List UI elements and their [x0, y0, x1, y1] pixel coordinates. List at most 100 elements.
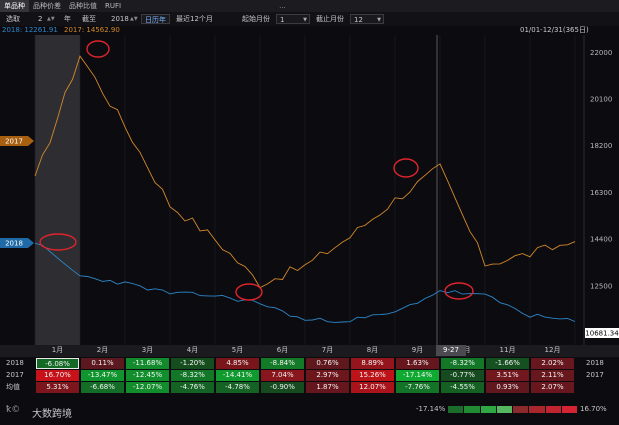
annotation-circle: [39, 233, 77, 251]
brand-name: 大数跨境: [32, 409, 72, 420]
end-month-select[interactable]: 12 ▼: [350, 14, 384, 24]
return-cell[interactable]: -8.32%: [171, 370, 214, 381]
return-cell[interactable]: 7.04%: [261, 370, 304, 381]
return-cell[interactable]: -6.08%: [36, 358, 79, 369]
scale-swatch: [448, 406, 464, 413]
y-tick-label: 14400: [590, 236, 612, 244]
series-2018-line: [34, 242, 576, 323]
return-cell[interactable]: 2.02%: [531, 358, 574, 369]
return-cell[interactable]: -8.84%: [261, 358, 304, 369]
last-value-label: 10681.34: [585, 330, 619, 338]
year-value-stepper[interactable]: 2018: [111, 15, 129, 23]
return-cell[interactable]: 2.97%: [306, 370, 349, 381]
year-stepper-arrows-icon[interactable]: ▲▼: [130, 16, 138, 22]
annotation-circle: [444, 282, 474, 300]
annotation-circle: [86, 40, 110, 58]
month-header-cell: 9月: [411, 346, 424, 354]
return-cell[interactable]: -4.76%: [171, 382, 214, 393]
series-tag-2018: 2018: [0, 238, 34, 248]
return-cell[interactable]: 16.70%: [36, 370, 79, 381]
scale-max-label: 16.70%: [580, 405, 607, 413]
row-label-right: 2018: [586, 359, 604, 367]
chart-background: [0, 35, 619, 345]
start-month-label: 起始月份: [242, 15, 270, 23]
return-cell[interactable]: -4.55%: [441, 382, 484, 393]
month-header-cell: 12月: [544, 346, 561, 354]
return-cell[interactable]: -1.20%: [171, 358, 214, 369]
return-cell[interactable]: 0.11%: [81, 358, 124, 369]
color-scale-bar: [448, 406, 578, 413]
month-header-cell: 6月: [276, 346, 289, 354]
month-header-cell: 1月: [51, 346, 64, 354]
return-cell[interactable]: -7.76%: [396, 382, 439, 393]
tab-variety-spread[interactable]: 品种价差: [33, 2, 61, 10]
return-cell[interactable]: 3.51%: [486, 370, 529, 381]
return-cell[interactable]: 4.85%: [216, 358, 259, 369]
month-header-cell: 3月: [141, 346, 154, 354]
return-cell[interactable]: 2.11%: [531, 370, 574, 381]
return-cell[interactable]: -17.14%: [396, 370, 439, 381]
return-cell[interactable]: -1.66%: [486, 358, 529, 369]
row-label: 2017: [6, 371, 24, 379]
return-cell[interactable]: 0.93%: [486, 382, 529, 393]
tab-rufi[interactable]: RUFI: [105, 2, 122, 10]
scale-swatch: [464, 406, 480, 413]
return-cell[interactable]: -0.77%: [441, 370, 484, 381]
return-cell[interactable]: -0.90%: [261, 382, 304, 393]
return-cell[interactable]: 8.89%: [351, 358, 394, 369]
month-header-cell: 5月: [231, 346, 244, 354]
footer: ꝁ© 大数跨境 -17.14% 16.70%: [0, 400, 619, 425]
return-cell[interactable]: -12.07%: [126, 382, 169, 393]
y-tick-label: 22000: [590, 49, 612, 57]
tab-more-button[interactable]: ...: [279, 2, 286, 10]
scale-swatch: [480, 406, 496, 413]
chevron-down-icon: ▼: [303, 17, 307, 23]
last-12-months-button[interactable]: 最近12个月: [176, 15, 213, 23]
month-header-cell: 2月: [96, 346, 109, 354]
stepper-arrows-icon[interactable]: ▲▼: [47, 16, 55, 22]
series-tag-2017-label: 2017: [5, 138, 23, 146]
table-row: 2018 -6.08% 0.11% -11.68% -1.20% 4.85% -8.84% 0…: [0, 358, 619, 370]
calendar-year-button[interactable]: 日历年: [141, 14, 170, 24]
legend-2018: 2018: 12261.91: [2, 26, 58, 34]
y-axis-ticks: 22000 20100 18200 16300 14400 12500: [590, 49, 612, 291]
annotation-circles: [39, 40, 474, 301]
month-header-cell: 11月: [499, 346, 516, 354]
month-highlight: [35, 35, 80, 345]
scale-swatch: [513, 406, 529, 413]
end-month-label: 截止月份: [316, 15, 344, 23]
row-label: 均值: [6, 383, 20, 391]
return-cell[interactable]: -8.32%: [441, 358, 484, 369]
return-cell[interactable]: -14.41%: [216, 370, 259, 381]
tab-single-variety[interactable]: 单品种: [0, 0, 29, 12]
return-cell[interactable]: 12.07%: [351, 382, 394, 393]
return-cell[interactable]: 2.07%: [531, 382, 574, 393]
cursor-date-badge: 9-27: [436, 345, 466, 356]
tab-bar: 单品种 品种价差 品种比值 RUFI ...: [0, 0, 619, 12]
return-cell[interactable]: 1.63%: [396, 358, 439, 369]
return-cell[interactable]: -11.68%: [126, 358, 169, 369]
return-cell[interactable]: -13.47%: [81, 370, 124, 381]
scale-swatch: [496, 406, 512, 413]
tab-variety-ratio[interactable]: 品种比值: [69, 2, 97, 10]
scale-swatch: [545, 406, 561, 413]
month-header-cell: 8月: [366, 346, 379, 354]
month-header-cell: 4月: [186, 346, 199, 354]
month-gridlines: [34, 35, 576, 345]
year-unit-label: 年: [64, 15, 71, 23]
return-cell[interactable]: 5.31%: [36, 382, 79, 393]
chevron-down-icon: ▼: [377, 17, 381, 23]
return-cell[interactable]: 15.26%: [351, 370, 394, 381]
return-cell[interactable]: -12.45%: [126, 370, 169, 381]
return-cell[interactable]: -6.68%: [81, 382, 124, 393]
month-header-cell: 7月: [321, 346, 334, 354]
series-2017-line: [34, 55, 576, 289]
year-count-stepper[interactable]: 2: [38, 15, 43, 23]
start-month-select[interactable]: 1 ▼: [276, 14, 310, 24]
seasonal-line-chart[interactable]: 22000 20100 18200 16300 14400 12500 2017 2018…: [0, 35, 619, 345]
annotation-circle: [393, 158, 419, 178]
return-cell[interactable]: 0.76%: [306, 358, 349, 369]
return-cell[interactable]: 1.87%: [306, 382, 349, 393]
legend-2017: 2017: 14562.90: [64, 26, 120, 34]
return-cell[interactable]: -4.78%: [216, 382, 259, 393]
